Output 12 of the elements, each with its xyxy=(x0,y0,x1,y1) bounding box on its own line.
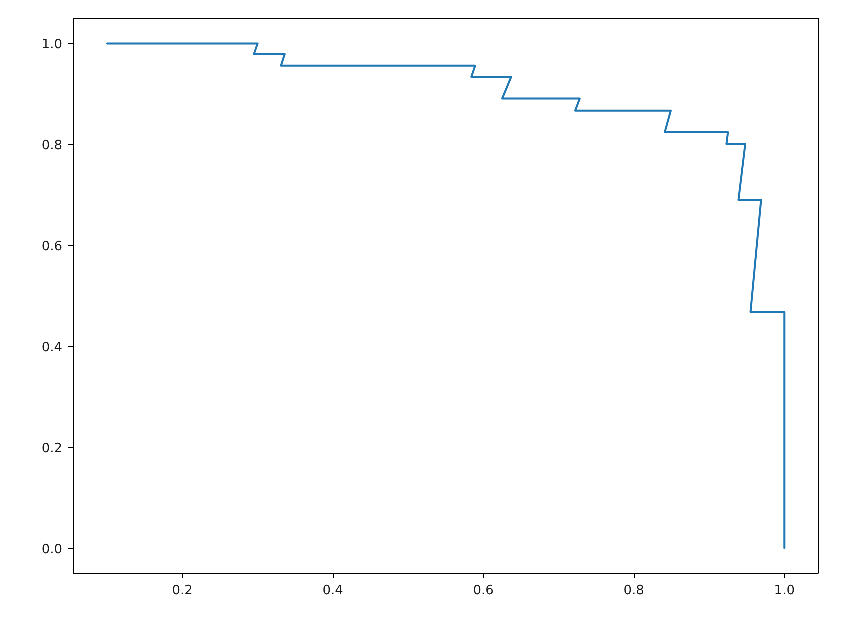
x-tick-label: 0.4 xyxy=(322,584,344,598)
line-series xyxy=(106,42,786,550)
y-tick-label: 0.8 xyxy=(42,138,63,154)
y-tick-label: 0.6 xyxy=(42,240,63,255)
x-tick-label: 0.6 xyxy=(473,584,494,598)
y-tick-label: 0.4 xyxy=(42,340,63,356)
x-tick-label: 0.8 xyxy=(624,584,644,598)
y-tick-label: 0.0 xyxy=(42,542,63,558)
y-tick-label: 0.2 xyxy=(42,441,63,456)
y-tick-label: 1.0 xyxy=(42,38,63,53)
x-tick-label: 0.2 xyxy=(172,584,193,598)
x-tick-label: 1.0 xyxy=(774,584,795,598)
